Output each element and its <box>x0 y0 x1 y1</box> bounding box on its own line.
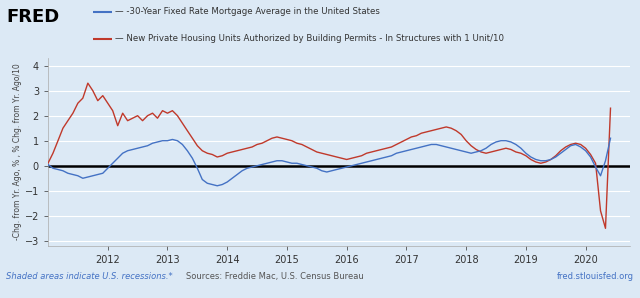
Text: — -30-Year Fixed Rate Mortgage Average in the United States: — -30-Year Fixed Rate Mortgage Average i… <box>115 7 380 16</box>
Text: fred.stlouisfed.org: fred.stlouisfed.org <box>557 272 634 281</box>
Text: Shaded areas indicate U.S. recessions.*: Shaded areas indicate U.S. recessions.* <box>6 272 173 281</box>
Text: — New Private Housing Units Authorized by Building Permits - In Structures with : — New Private Housing Units Authorized b… <box>115 34 504 43</box>
Y-axis label: -Chg. from Yr. Ago, % , % Chg. from Yr. Ago/10: -Chg. from Yr. Ago, % , % Chg. from Yr. … <box>13 63 22 240</box>
Text: FRED: FRED <box>6 8 60 26</box>
Text: Sources: Freddie Mac, U.S. Census Bureau: Sources: Freddie Mac, U.S. Census Bureau <box>186 272 364 281</box>
